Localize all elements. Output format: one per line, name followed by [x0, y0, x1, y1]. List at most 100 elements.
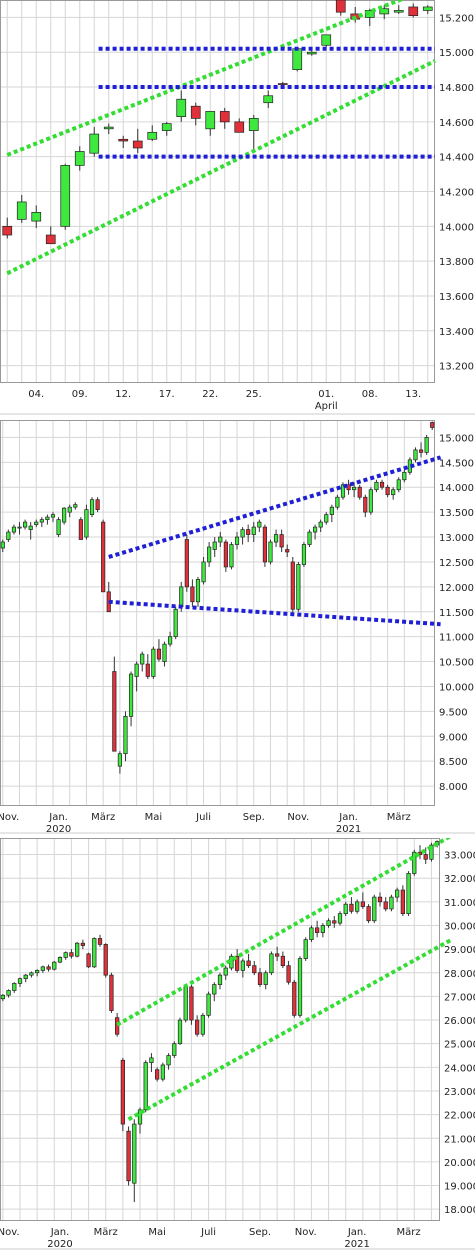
candle-up	[292, 48, 303, 70]
candle-down	[101, 521, 106, 593]
candle-up	[132, 1123, 137, 1184]
candle-up	[391, 489, 396, 496]
candle-up	[320, 925, 325, 933]
candle-down	[223, 541, 228, 568]
x-tick-label: Juli	[195, 812, 211, 823]
candle-up	[31, 212, 42, 222]
candle-down	[400, 889, 405, 915]
candle-down	[246, 960, 251, 967]
y-tick-label: 14.000	[439, 222, 474, 233]
candle-up	[168, 636, 173, 645]
candle-up	[263, 95, 274, 104]
candle-down	[418, 449, 424, 453]
candle-up	[177, 1019, 183, 1045]
candle-up	[11, 526, 17, 533]
trend-line	[108, 455, 442, 559]
y-tick-label: 13.600	[439, 292, 474, 303]
candle-up	[296, 564, 301, 610]
x-tick-label: 04.	[28, 389, 44, 400]
candle-up	[75, 942, 80, 957]
candle-down	[46, 966, 51, 970]
x-tick-label: Nov.	[0, 812, 19, 823]
candle-up	[35, 970, 40, 974]
y-tick-label: 30.000	[444, 921, 475, 932]
candle-down	[280, 955, 285, 967]
candle-down	[132, 140, 143, 149]
x-tick-label: 09.	[72, 389, 88, 400]
candle-up	[179, 586, 184, 608]
x-tick-label: Nov.	[287, 812, 309, 823]
candle-up	[412, 851, 417, 874]
candle-down	[78, 519, 83, 540]
y-tick-label: 29.000	[444, 945, 475, 956]
x-year-label: 2020	[47, 1239, 72, 1250]
candle-up	[89, 499, 95, 515]
candle-down	[155, 1069, 160, 1080]
candle-up	[195, 579, 201, 603]
candle-up	[343, 903, 348, 915]
candle-up	[307, 531, 312, 545]
x-tick-label: Mai	[148, 1227, 166, 1238]
y-tick-label: 11.000	[439, 633, 474, 644]
candle-up	[406, 873, 411, 915]
candle-down	[252, 965, 257, 974]
candle-down	[156, 648, 162, 660]
candle-up	[212, 541, 217, 550]
candle-down	[45, 234, 56, 245]
candle-up	[269, 953, 274, 974]
candle-down	[219, 111, 230, 123]
candle-down	[95, 499, 100, 511]
x-tick-label: 01.	[318, 389, 334, 400]
x-tick-label: Jan.	[338, 812, 358, 823]
candle-down	[103, 944, 108, 976]
x-tick-label: Jan.	[48, 812, 68, 823]
candle-up	[117, 753, 122, 767]
y-tick-label: 14.500	[439, 458, 474, 469]
candle-up	[379, 8, 390, 15]
candle-up	[205, 111, 216, 130]
candle-down	[363, 496, 368, 513]
y-tick-label: 14.200	[439, 188, 474, 199]
candle-up	[73, 504, 78, 508]
candle-up	[23, 521, 28, 528]
candle-down	[292, 981, 297, 1016]
plot-frame	[0, 420, 435, 806]
candlestick-chart-index: 8.000 8.500 9.000 9.500 10.000 10.500 11.000 11…	[0, 420, 475, 834]
candle-up	[151, 648, 156, 677]
candle-down	[235, 955, 240, 971]
candle-up	[183, 986, 188, 1021]
candle-up	[303, 939, 308, 959]
y-tick-label: 27.000	[444, 992, 475, 1003]
candle-down	[383, 901, 388, 910]
candle-up	[207, 546, 212, 563]
candle-up	[173, 608, 178, 638]
x-tick-label: 17.	[159, 389, 175, 400]
candle-down	[2, 225, 13, 236]
candle-down	[97, 938, 103, 945]
candle-up	[6, 531, 11, 540]
candle-down	[190, 586, 195, 603]
candle-down	[145, 663, 150, 677]
x-tick-label: Juli	[200, 1227, 216, 1238]
candle-up	[0, 994, 5, 1000]
y-tick-label: 13.800	[439, 257, 474, 268]
candle-up	[29, 972, 34, 976]
candle-down	[112, 671, 117, 752]
candle-down	[290, 561, 295, 610]
candle-up	[176, 98, 187, 117]
y-tick-label: 8.000	[439, 782, 468, 793]
candle-down	[315, 927, 320, 933]
candle-up	[60, 165, 71, 227]
candle-up	[84, 509, 89, 538]
candle-up	[206, 993, 211, 1016]
candle-down	[189, 986, 194, 1021]
candle-up	[273, 534, 279, 543]
candle-up	[321, 34, 332, 46]
candle-up	[297, 958, 303, 1016]
x-year-label: 2021	[336, 824, 361, 834]
candle-up	[355, 901, 360, 912]
candle-up	[393, 10, 404, 13]
x-tick-label: Jan.	[50, 1227, 70, 1238]
candle-up	[74, 151, 85, 166]
y-tick-label: 31.000	[444, 898, 475, 909]
